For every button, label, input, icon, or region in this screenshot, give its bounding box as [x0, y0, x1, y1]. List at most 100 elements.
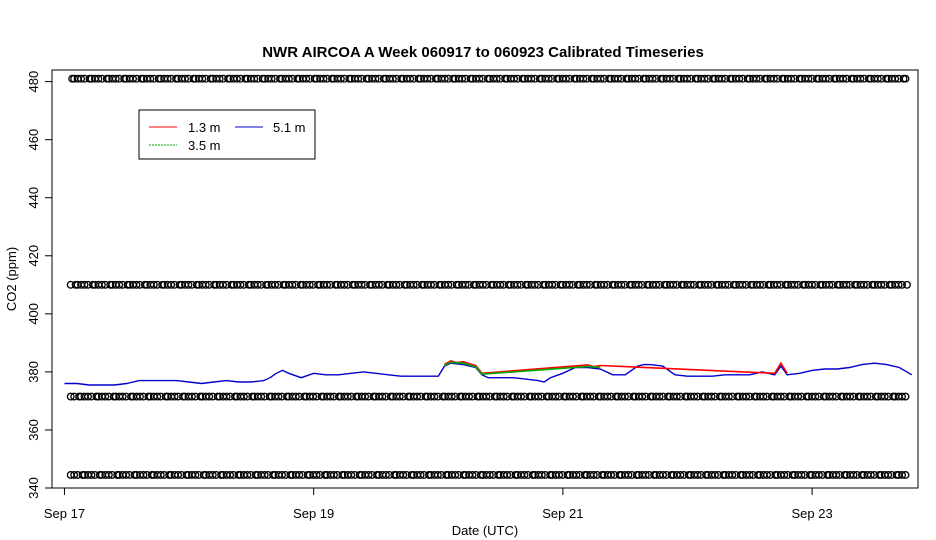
- calibration-point: [499, 392, 508, 401]
- calibration-point: [617, 280, 626, 289]
- legend: 1.3 m 3.5 m 5.1 m: [138, 109, 316, 160]
- calibration-point: [738, 280, 747, 289]
- calibration-point: [544, 74, 553, 83]
- calibration-point: [423, 74, 432, 83]
- calibration-point: [582, 280, 591, 289]
- calibration-point: [66, 392, 75, 401]
- calibration-point: [482, 392, 491, 401]
- calibration-point: [361, 392, 370, 401]
- calibration-point: [87, 470, 96, 479]
- calibration-point: [839, 74, 848, 83]
- calibration-point: [752, 74, 761, 83]
- calibration-point: [208, 470, 217, 479]
- calibration-point: [478, 280, 487, 289]
- calibration-point: [759, 392, 768, 401]
- series-line-1-3-m: [444, 360, 788, 375]
- calibration-point: [395, 392, 404, 401]
- calibration-point: [866, 470, 875, 479]
- calibration-point: [745, 470, 754, 479]
- calibration-point: [898, 280, 907, 289]
- calibration-point: [884, 470, 893, 479]
- legend-box: [138, 109, 316, 160]
- series-line-3-5-m: [444, 361, 601, 376]
- calibration-point: [250, 74, 259, 83]
- calibration-point: [832, 470, 841, 479]
- calibration-point: [205, 392, 214, 401]
- calibration-point: [586, 392, 595, 401]
- calibration-point: [233, 74, 241, 83]
- calibration-point: [167, 280, 176, 289]
- calibration-point: [312, 470, 321, 479]
- calibration-point: [253, 280, 262, 289]
- calibration-point: [156, 470, 165, 479]
- calibration-point: [686, 280, 695, 289]
- calibration-point: [475, 74, 484, 83]
- calibration-point: [894, 280, 903, 289]
- calibration-point: [170, 392, 179, 401]
- x-tick-label: Sep 21: [542, 506, 583, 521]
- calibration-point: [808, 280, 816, 289]
- calibration-point: [607, 470, 616, 479]
- y-tick-label: 420: [26, 245, 41, 267]
- calibration-point: [219, 280, 228, 289]
- calibration-point: [648, 74, 657, 83]
- calibration-point: [825, 280, 834, 289]
- calibration-point: [530, 280, 539, 289]
- calibration-point: [638, 392, 647, 401]
- calibration-point: [666, 74, 674, 83]
- calibration-point: [510, 74, 519, 83]
- calibration-point: [357, 280, 366, 289]
- calibration-point: [842, 280, 851, 289]
- calibration-point: [891, 74, 900, 83]
- calibration-point: [343, 392, 352, 401]
- legend-label-5-1m: 5.1 m: [273, 120, 306, 135]
- calibration-point: [440, 74, 449, 83]
- calibration-point: [271, 280, 280, 289]
- calibration-point: [700, 74, 709, 83]
- calibration-point: [163, 74, 172, 83]
- calibration-point: [846, 392, 855, 401]
- calibration-point: [340, 280, 349, 289]
- series-lines: [64, 360, 913, 386]
- calibration-point: [724, 392, 733, 401]
- calibration-point: [513, 280, 522, 289]
- chart-title: NWR AIRCOA A Week 060917 to 060923 Calib…: [262, 44, 704, 61]
- calibration-point: [690, 392, 699, 401]
- calibration-point: [849, 470, 858, 479]
- calibration-point: [794, 392, 803, 401]
- calibration-point: [371, 74, 380, 83]
- calibration-point: [503, 470, 512, 479]
- calibration-point: [693, 470, 702, 479]
- calibration-point: [880, 392, 889, 401]
- calibration-point: [153, 392, 162, 401]
- calibration-point: [565, 280, 574, 289]
- calibration-point: [430, 392, 439, 401]
- calibration-point: [898, 392, 907, 401]
- calibration-point: [444, 280, 453, 289]
- calibration-point: [773, 280, 782, 289]
- calibration-point: [347, 470, 356, 479]
- calibration-point: [458, 74, 467, 83]
- calibration-point: [257, 392, 266, 401]
- calibration-point: [517, 392, 525, 401]
- calibration-point: [728, 470, 737, 479]
- calibration-points: [66, 74, 911, 479]
- calibration-point: [80, 280, 89, 289]
- calibration-point: [873, 74, 882, 83]
- calibration-point: [302, 74, 311, 83]
- calibration-point: [409, 280, 418, 289]
- calibration-point: [215, 74, 224, 83]
- calibration-point: [84, 392, 92, 401]
- calibration-point: [717, 74, 726, 83]
- x-axis: Sep 17 Sep 19 Sep 21 Sep 23: [44, 487, 833, 521]
- calibration-point: [828, 392, 837, 401]
- calibration-point: [520, 470, 529, 479]
- calibration-point: [191, 470, 200, 479]
- calibration-point: [201, 280, 210, 289]
- calibration-point: [378, 392, 387, 401]
- calibration-point: [562, 74, 570, 83]
- calibration-point: [534, 392, 543, 401]
- calibration-point: [548, 280, 557, 289]
- calibration-point: [683, 74, 692, 83]
